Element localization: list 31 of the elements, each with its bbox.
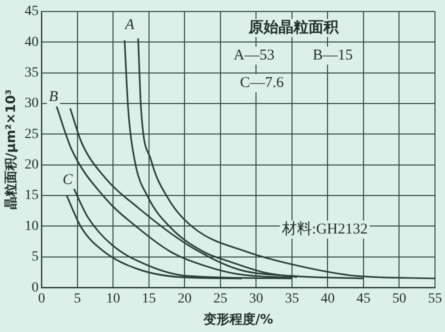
x-tick-label: 45	[356, 292, 370, 307]
y-tick-label: 45	[24, 4, 39, 20]
x-tick-label: 35	[284, 292, 299, 307]
y-tick-label: 0	[32, 280, 39, 296]
annotation: C	[62, 172, 74, 188]
annotation: B—15	[312, 48, 353, 64]
x-tick-label: 40	[320, 292, 335, 307]
annotation: A—53	[234, 48, 274, 64]
x-tick-label: 55	[428, 292, 442, 307]
y-tick-label: 35	[24, 65, 39, 80]
y-axis-title: 晶粒面积/μm²×10³	[4, 89, 20, 210]
x-tick-label: 5	[74, 292, 81, 307]
x-tick-label: 20	[178, 292, 192, 307]
annotation: 材料:GH2132	[280, 220, 368, 238]
x-tick-label: 15	[142, 292, 156, 307]
x-tick-label: 25	[213, 292, 228, 307]
y-tick-label: 15	[24, 188, 39, 204]
x-tick-label: 50	[392, 292, 406, 307]
y-tick-label: 40	[24, 34, 39, 50]
y-tick-label: 25	[24, 126, 39, 142]
annotation: A	[124, 17, 136, 34]
y-tick-label: 30	[24, 96, 39, 112]
annotation: B	[48, 88, 58, 105]
x-axis-title: 变形程度/%	[202, 312, 274, 328]
x-tick-label: 10	[106, 292, 120, 307]
annotation: C—7.6	[240, 75, 284, 92]
annotation: 原始晶粒面积	[247, 18, 340, 36]
x-tick-label: 30	[249, 292, 264, 307]
y-tick-label: 20	[24, 158, 39, 173]
y-tick-label: 5	[32, 250, 39, 265]
y-tick-label: 10	[24, 218, 39, 234]
